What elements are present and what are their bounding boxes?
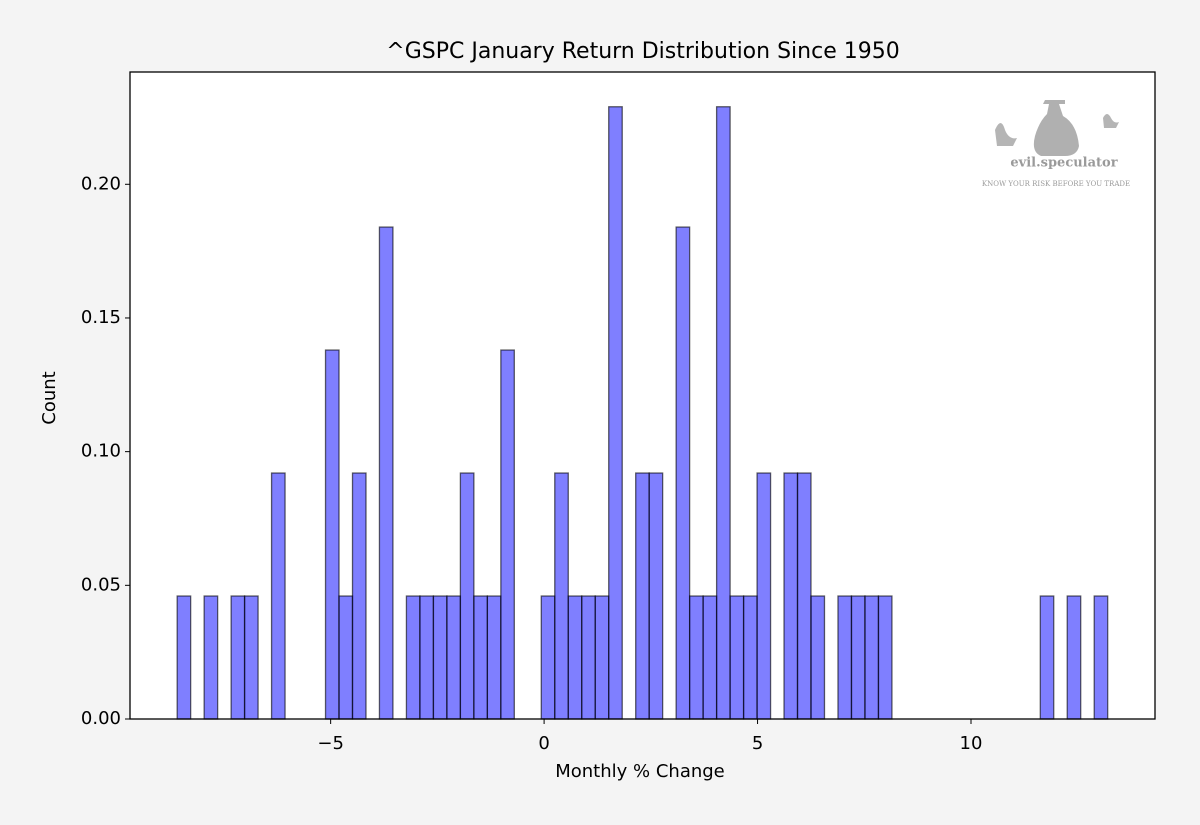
watermark: evil.speculator KNOW YOUR RISK BEFORE YO… [982,100,1130,188]
bar [1039,595,1055,720]
bar [850,595,866,720]
bar [581,595,596,720]
bar [459,472,475,720]
bar [567,595,583,720]
bar [635,472,650,720]
watermark-brand: evil.speculator [1010,156,1117,171]
bar [473,595,489,720]
bar [432,595,448,720]
bar [688,595,704,720]
chart-title: ^GSPC January Return Distribution Since … [386,39,899,64]
bar [324,349,340,720]
y-tick-label: 0.15 [81,307,121,328]
bar [270,472,286,720]
axes-frame [129,71,1156,720]
watermark-swans [995,114,1119,146]
bar [419,595,435,720]
bar [405,595,421,720]
y-tick-label: 0.00 [81,708,121,729]
x-tick-label: −5 [317,733,344,754]
bar [243,595,259,720]
x-tick-label: 10 [960,733,983,754]
x-tick-label: 0 [538,733,549,754]
bar [230,595,246,720]
bar [837,595,853,720]
bar [594,595,610,720]
y-tick-label: 0.10 [81,441,121,462]
bar [540,595,556,720]
bar [338,595,354,720]
bar [783,472,799,720]
bar [810,595,826,720]
watermark-figure [1033,100,1079,156]
bar [742,595,758,720]
bar [675,226,691,720]
bar [864,595,880,720]
bar [203,595,219,720]
x-axis-label: Monthly % Change [555,761,725,782]
watermark-tagline: KNOW YOUR RISK BEFORE YOU TRADE [982,180,1130,188]
y-tick-label: 0.05 [81,574,121,595]
bar [351,472,367,720]
x-tick-label: 5 [752,733,763,754]
bar [378,226,394,720]
y-axis-label: Count [39,371,60,424]
bar [796,472,812,720]
bar [715,106,731,720]
y-tick-label: 0.20 [81,173,121,194]
bar [756,472,772,720]
bar [446,595,462,720]
bar [608,106,623,720]
bar [500,349,515,720]
bar [729,595,745,720]
bar [648,472,664,720]
bar [702,595,718,720]
bar [1066,595,1082,720]
bar [176,595,192,720]
bar [486,595,502,720]
bar [877,595,893,720]
bar [554,472,569,720]
bar [1093,595,1109,720]
